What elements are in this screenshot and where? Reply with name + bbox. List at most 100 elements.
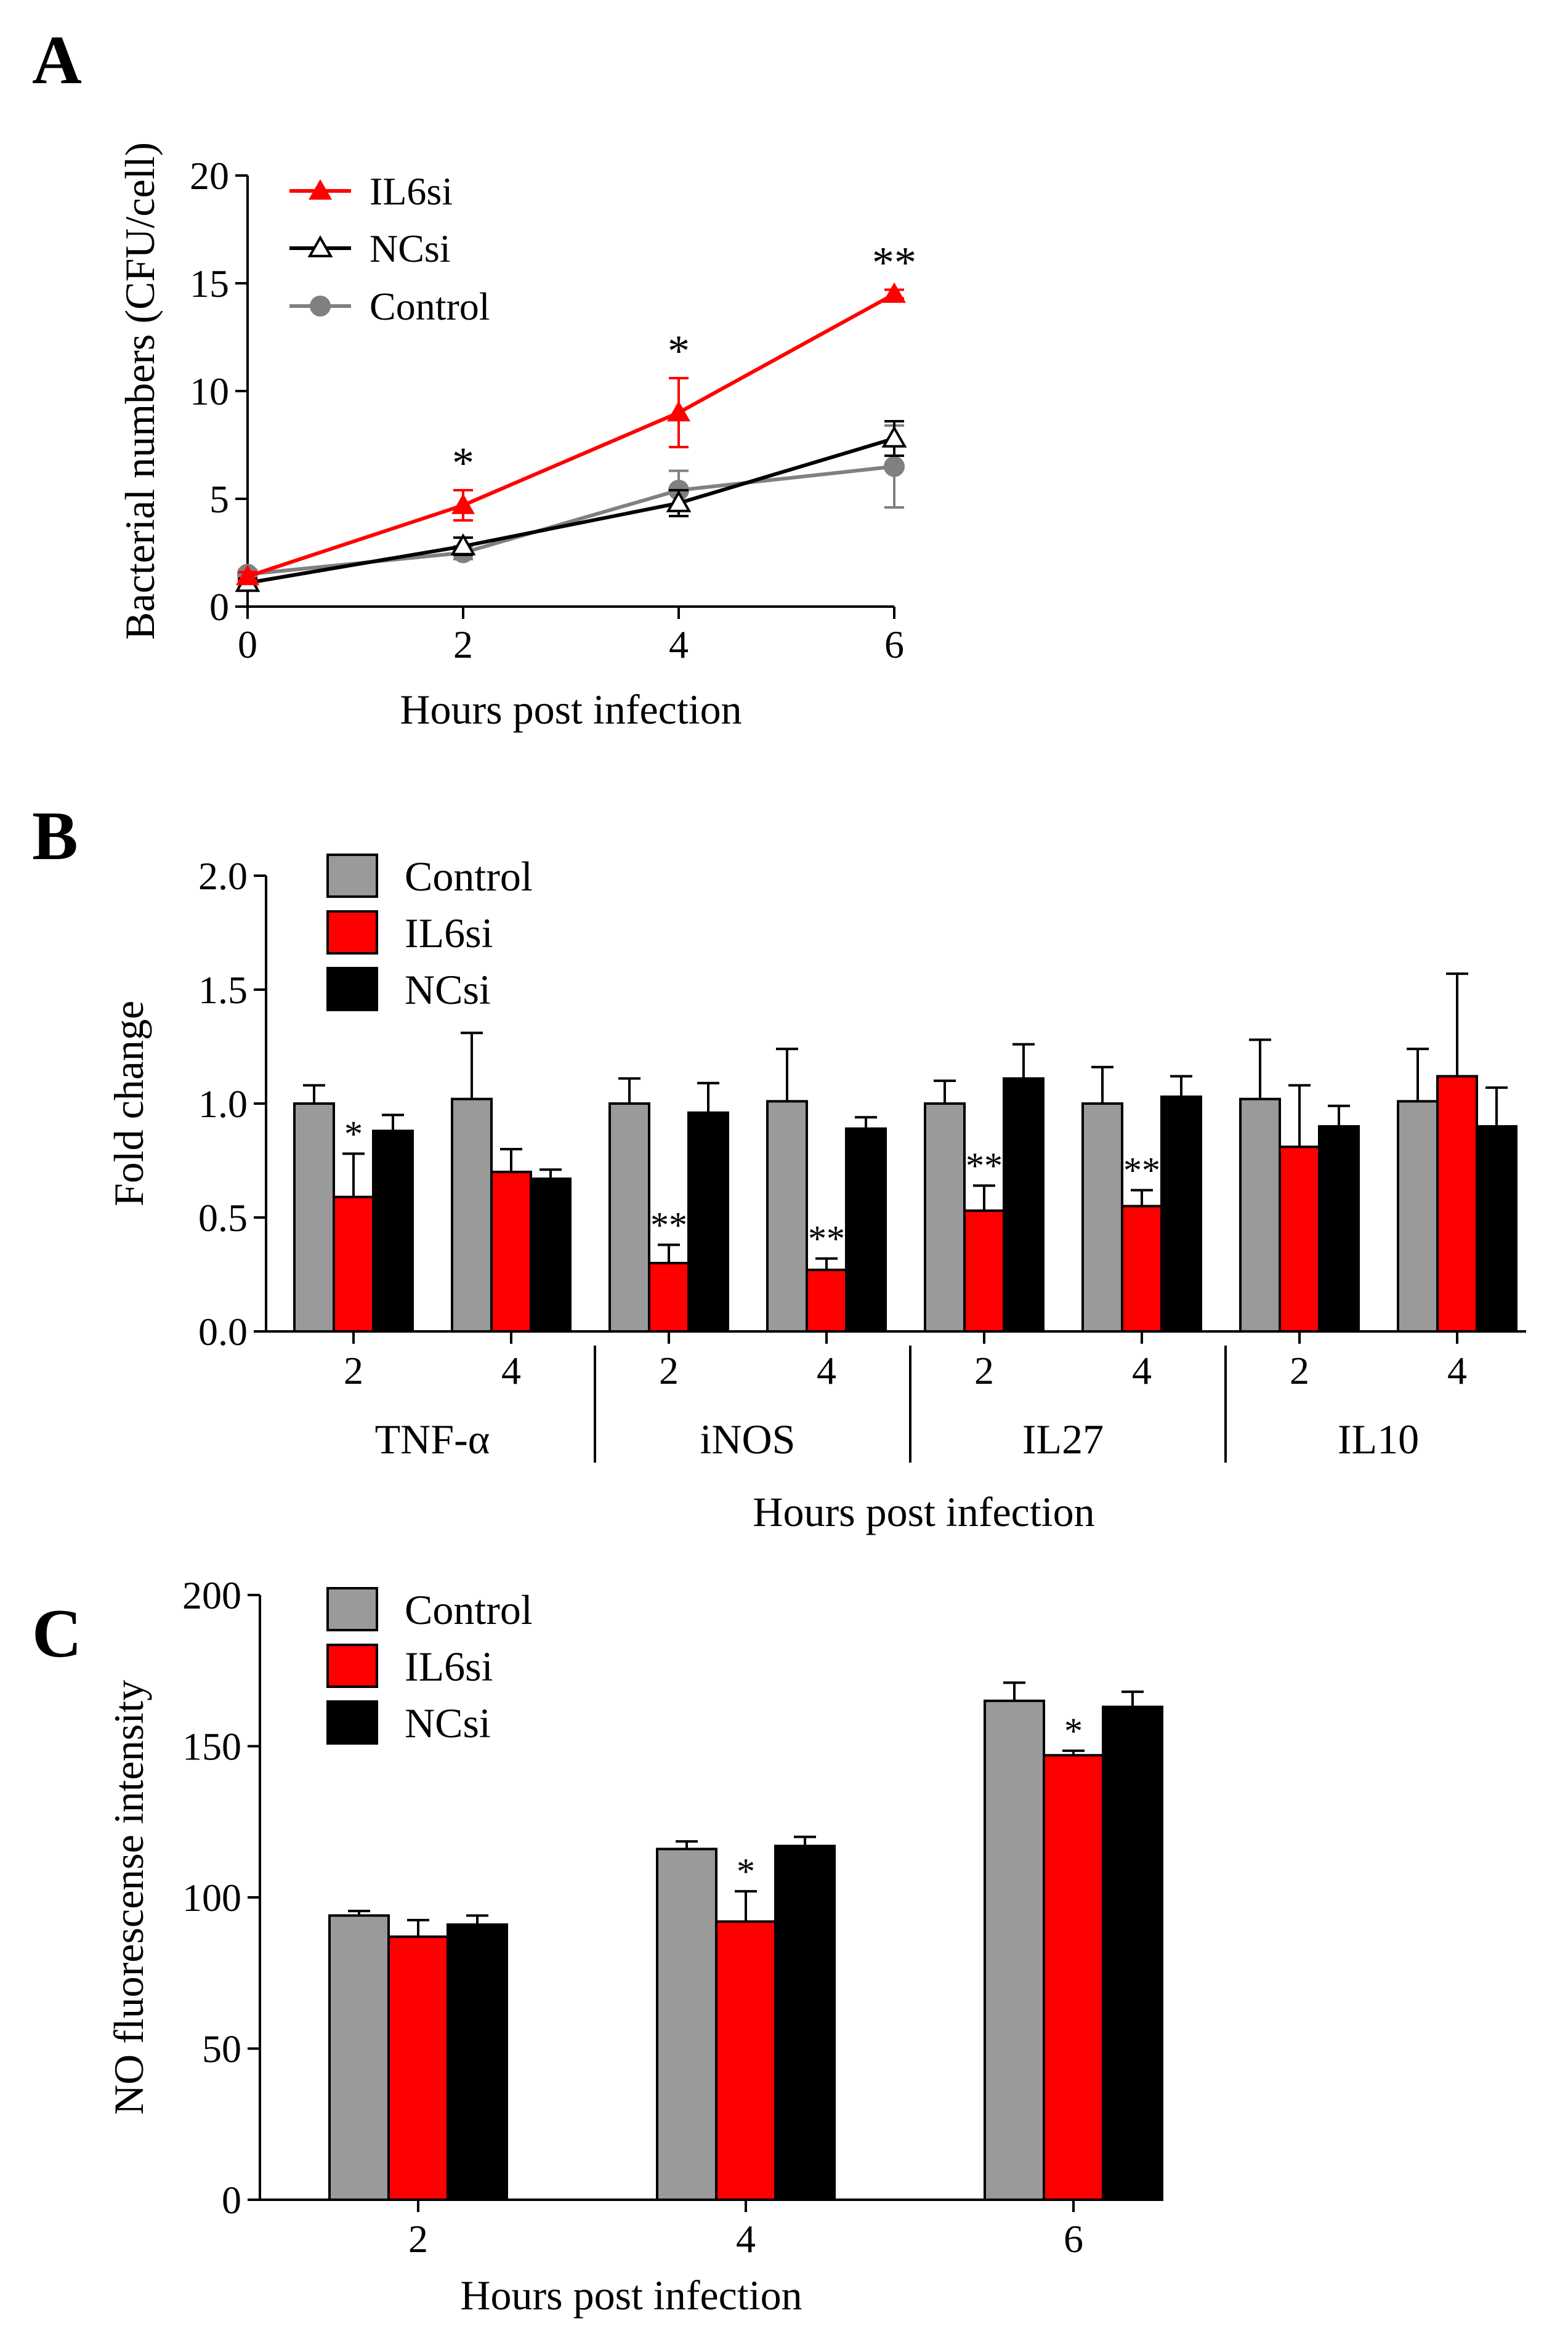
y-tick-label: 0 xyxy=(209,585,229,629)
x-axis-title: Hours post infection xyxy=(400,686,742,733)
y-axis-title: NO fluorescense intensity xyxy=(105,1680,152,2115)
y-axis-title: Fold change xyxy=(105,1001,152,1206)
bar xyxy=(530,1177,572,1333)
legend-swatch xyxy=(326,967,378,1011)
bar xyxy=(1436,1075,1478,1333)
y-tick-label: 1.5 xyxy=(198,968,248,1012)
significance-mark: ** xyxy=(872,238,916,288)
bar xyxy=(648,1262,690,1333)
bar xyxy=(845,1127,887,1333)
y-tick-label: 50 xyxy=(202,2027,241,2071)
legend-marker xyxy=(309,179,332,200)
x-tick-label: 2 xyxy=(1290,1349,1309,1392)
bar xyxy=(1318,1125,1360,1333)
data-point xyxy=(881,425,907,448)
legend-label: IL6si xyxy=(370,169,453,213)
bar xyxy=(687,1111,729,1333)
data-point xyxy=(450,533,476,555)
bar xyxy=(1043,1754,1104,2201)
significance-mark: ** xyxy=(808,1219,845,1259)
bar xyxy=(984,1699,1045,2202)
x-axis-title: Hours post infection xyxy=(460,2272,802,2319)
panel-c-bar-chart: 0 50 100 150 200 2 4 6 * * Control IL6si NCsi NO fluo… xyxy=(105,1573,1163,2319)
panel-label-c: C xyxy=(32,1596,82,1672)
legend-label: NCsi xyxy=(405,1700,491,1746)
bar xyxy=(1121,1205,1163,1333)
legend-swatch xyxy=(326,910,378,955)
significance-mark: ** xyxy=(1123,1150,1160,1191)
y-tick-label: 0 xyxy=(222,2178,241,2222)
data-point xyxy=(236,565,259,586)
bar xyxy=(1476,1125,1517,1333)
significance-mark: * xyxy=(1064,1711,1083,1751)
bar xyxy=(490,1171,532,1333)
bar xyxy=(387,1935,449,2202)
significance-mark: * xyxy=(737,1851,755,1892)
legend-marker xyxy=(310,296,331,317)
bar xyxy=(447,1923,508,2201)
bar xyxy=(333,1195,374,1333)
x-tick-label: 4 xyxy=(1447,1349,1467,1392)
x-tick-label: 2 xyxy=(974,1349,994,1392)
x-tick-label: 4 xyxy=(817,1349,836,1392)
x-tick-label: 6 xyxy=(1064,2217,1083,2261)
x-tick-label: 6 xyxy=(884,623,904,666)
legend-label: NCsi xyxy=(405,966,491,1013)
legend-swatch xyxy=(326,854,378,898)
data-point xyxy=(883,282,906,303)
y-axis-title: Bacterial numbers (CFU/cell) xyxy=(116,142,163,640)
bar xyxy=(1003,1077,1045,1333)
significance-mark: * xyxy=(344,1113,363,1154)
legend-swatch xyxy=(326,1700,378,1745)
x-tick-label: 4 xyxy=(736,2217,756,2261)
y-tick-label: 0.5 xyxy=(198,1196,248,1240)
bar xyxy=(924,1102,966,1333)
data-point xyxy=(451,493,475,514)
series-line xyxy=(247,437,895,585)
y-tick-label: 1.0 xyxy=(198,1082,248,1126)
panel-a-line-chart: 0 5 10 15 20 0 2 4 6 Hours post infection Bacteria… xyxy=(116,142,916,733)
group-label: TNF-α xyxy=(375,1416,490,1463)
group-label: IL27 xyxy=(1022,1416,1104,1463)
bar xyxy=(328,1914,390,2201)
y-tick-label: 2.0 xyxy=(198,854,248,898)
x-tick-label: 2 xyxy=(408,2217,428,2261)
x-axis-title: Hours post infection xyxy=(753,1488,1094,1535)
panel-label-a: A xyxy=(32,22,82,99)
bar xyxy=(715,1920,777,2202)
bar xyxy=(656,1847,717,2201)
x-tick-label: 4 xyxy=(1132,1349,1152,1392)
legend-label: Control xyxy=(405,853,533,900)
panel-b-bar-chart: 0.00.51.01.52.02 4 2 4 2 4 2 4*** **** **ControlI… xyxy=(105,853,1526,1535)
group-label: IL10 xyxy=(1338,1416,1419,1463)
y-tick-label: 150 xyxy=(182,1725,241,1769)
significance-mark: ** xyxy=(650,1205,687,1245)
bar xyxy=(963,1209,1005,1333)
legend-label: IL6si xyxy=(405,910,493,956)
legend-label: NCsi xyxy=(370,227,451,270)
bar xyxy=(451,1097,493,1333)
bar xyxy=(1397,1100,1439,1333)
bar xyxy=(1102,1705,1163,2201)
y-tick-label: 5 xyxy=(209,477,229,521)
legend-label: Control xyxy=(405,1586,533,1633)
bar xyxy=(1160,1095,1202,1333)
data-point xyxy=(884,456,905,477)
bar xyxy=(806,1269,847,1333)
x-tick-label: 4 xyxy=(501,1349,521,1392)
bar xyxy=(1081,1102,1123,1333)
series-line xyxy=(247,464,895,576)
x-tick-label: 0 xyxy=(238,623,257,666)
bar xyxy=(1239,1097,1281,1333)
y-tick-label: 20 xyxy=(190,154,229,198)
bar xyxy=(293,1102,335,1333)
bar xyxy=(608,1102,650,1333)
y-tick-label: 15 xyxy=(190,262,229,305)
x-tick-label: 2 xyxy=(453,623,473,666)
y-tick-label: 10 xyxy=(190,369,229,413)
data-point xyxy=(666,490,692,512)
legend-marker xyxy=(307,235,333,257)
series-line xyxy=(247,292,895,578)
panel-label-b: B xyxy=(32,798,78,874)
